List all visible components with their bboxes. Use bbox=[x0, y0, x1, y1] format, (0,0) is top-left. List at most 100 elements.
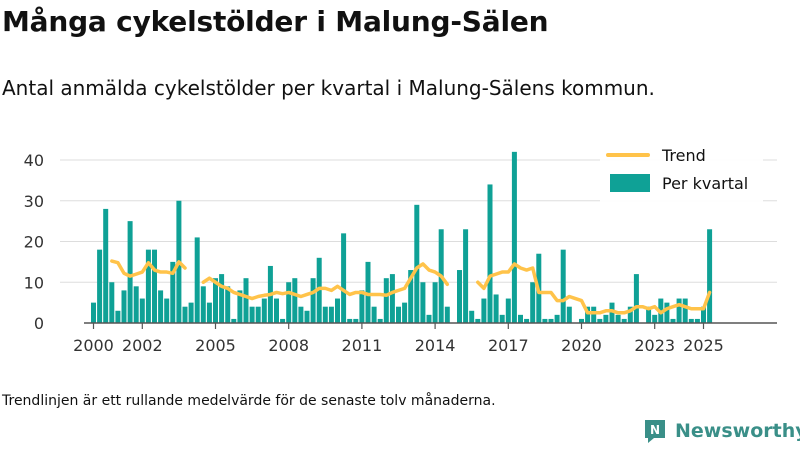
bar bbox=[694, 318, 700, 324]
bar bbox=[701, 306, 706, 323]
bar bbox=[621, 318, 627, 324]
bar bbox=[182, 306, 188, 323]
bar bbox=[243, 278, 249, 324]
bar bbox=[426, 314, 432, 323]
bar bbox=[585, 306, 591, 323]
bar bbox=[609, 302, 615, 324]
bar bbox=[432, 282, 438, 323]
y-tick-label: 40 bbox=[24, 151, 44, 170]
bar bbox=[499, 314, 505, 323]
newsworthy-logo-icon: N bbox=[645, 420, 665, 443]
x-tick-label: 2011 bbox=[342, 336, 383, 355]
x-tick-label: 2008 bbox=[268, 336, 309, 355]
bar bbox=[615, 314, 621, 323]
bar bbox=[261, 298, 267, 323]
bar bbox=[554, 314, 560, 323]
bar bbox=[298, 306, 304, 323]
brand[interactable]: N Newsworthy bbox=[643, 418, 800, 444]
y-tick-label: 0 bbox=[34, 314, 44, 333]
bar bbox=[310, 278, 316, 324]
bar bbox=[145, 249, 151, 323]
bar bbox=[402, 302, 408, 324]
x-tick-label: 2002 bbox=[122, 336, 163, 355]
bar bbox=[188, 302, 194, 324]
bar bbox=[292, 278, 298, 324]
page-subtitle: Antal anmälda cykelstölder per kvartal i… bbox=[2, 76, 655, 100]
bar bbox=[365, 261, 371, 324]
y-tick-label: 30 bbox=[24, 192, 44, 211]
bar bbox=[97, 249, 103, 323]
bar bbox=[286, 282, 292, 323]
x-tick-label: 2017 bbox=[488, 336, 529, 355]
brand-name: Newsworthy bbox=[675, 420, 800, 442]
bar bbox=[359, 290, 365, 323]
bar bbox=[103, 208, 109, 323]
bar bbox=[518, 314, 523, 323]
bar bbox=[213, 278, 218, 324]
bar bbox=[383, 278, 389, 324]
bar bbox=[487, 184, 493, 323]
bar bbox=[139, 298, 145, 323]
bar bbox=[408, 270, 414, 324]
bar bbox=[530, 282, 536, 323]
bar bbox=[353, 318, 359, 324]
bar bbox=[633, 274, 639, 323]
bar bbox=[133, 286, 139, 323]
bar bbox=[670, 318, 676, 324]
bar bbox=[579, 318, 584, 324]
bar bbox=[115, 310, 121, 324]
bar bbox=[280, 318, 286, 324]
trend-line bbox=[476, 262, 712, 315]
legend-bar-swatch bbox=[610, 174, 650, 192]
bar bbox=[682, 298, 688, 323]
x-tick-label: 2000 bbox=[73, 336, 114, 355]
bar bbox=[493, 294, 499, 323]
bar bbox=[158, 290, 164, 323]
trend-series bbox=[110, 259, 712, 315]
bar bbox=[304, 310, 310, 324]
bar bbox=[420, 282, 426, 323]
logo-letter: N bbox=[650, 423, 660, 437]
bar bbox=[200, 286, 206, 323]
bar bbox=[597, 318, 603, 324]
legend: Trend Per kvartal bbox=[600, 146, 763, 202]
bar bbox=[255, 306, 261, 323]
bar bbox=[591, 306, 597, 323]
bar bbox=[225, 286, 231, 323]
bar bbox=[481, 298, 487, 323]
bar bbox=[566, 306, 572, 323]
bar bbox=[152, 249, 157, 323]
bar bbox=[505, 298, 511, 323]
bar bbox=[389, 274, 395, 323]
x-tick-label: 2025 bbox=[683, 336, 724, 355]
bar bbox=[603, 314, 609, 323]
bar bbox=[121, 290, 127, 323]
bar bbox=[396, 306, 401, 323]
bar bbox=[627, 306, 633, 323]
bar bbox=[164, 298, 170, 323]
bar bbox=[347, 318, 353, 324]
bar bbox=[127, 221, 133, 324]
legend-trend-label: Trend bbox=[661, 146, 706, 165]
bar bbox=[688, 318, 694, 324]
bar bbox=[91, 302, 96, 324]
bar bbox=[652, 314, 658, 323]
trend-line bbox=[110, 259, 187, 278]
bar bbox=[444, 306, 450, 323]
bar bbox=[664, 302, 670, 324]
y-tick-labels: 0 10 20 30 40 bbox=[24, 151, 44, 333]
bar bbox=[219, 274, 225, 323]
bar bbox=[371, 306, 377, 323]
bar bbox=[194, 237, 200, 323]
bar bbox=[237, 290, 243, 323]
bar bbox=[341, 233, 347, 323]
bar bbox=[542, 318, 548, 324]
bar bbox=[560, 249, 566, 323]
bar bbox=[109, 282, 115, 323]
bar bbox=[676, 298, 682, 323]
bar bbox=[322, 306, 328, 323]
bar bbox=[524, 318, 530, 324]
bar bbox=[414, 204, 420, 323]
y-tick-label: 20 bbox=[24, 233, 44, 252]
